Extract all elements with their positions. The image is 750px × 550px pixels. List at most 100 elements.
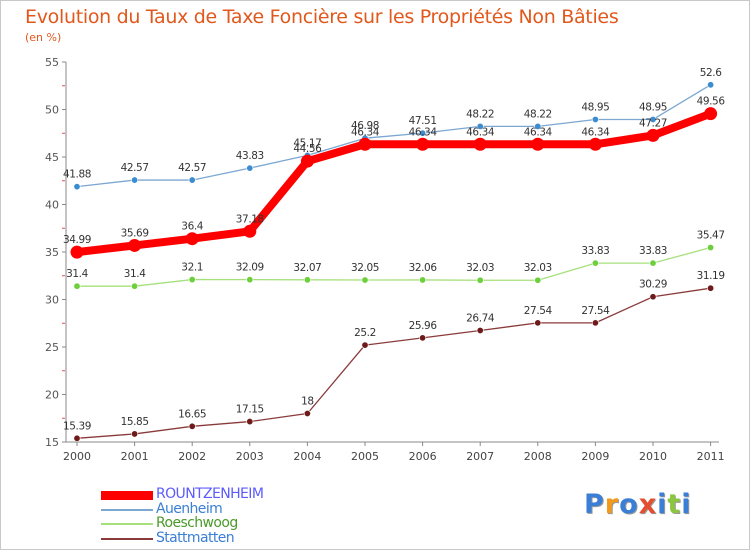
data-label-rountzenheim: 47.27 xyxy=(639,117,667,129)
data-label-stattmatten: 15.39 xyxy=(63,420,91,432)
data-point-rountzenheim xyxy=(358,137,372,151)
data-point-auenheim xyxy=(246,164,254,172)
data-label-auenheim: 41.88 xyxy=(63,169,91,181)
data-point-roeschwoog xyxy=(73,282,81,290)
y-axis-unit: (en %) xyxy=(25,31,62,44)
data-label-rountzenheim: 34.99 xyxy=(63,234,91,246)
series-line-roeschwoog xyxy=(76,246,712,287)
logo-letter: o xyxy=(619,489,639,520)
data-label-auenheim: 43.83 xyxy=(236,150,264,162)
x-tick-label: 2010 xyxy=(639,450,667,463)
data-point-stattmatten xyxy=(303,409,311,417)
data-label-stattmatten: 26.74 xyxy=(466,312,495,324)
data-label-roeschwoog: 33.83 xyxy=(639,245,667,257)
data-point-rountzenheim xyxy=(243,224,257,238)
data-point-auenheim xyxy=(649,115,657,123)
data-point-auenheim xyxy=(131,176,139,184)
data-label-auenheim: 45.17 xyxy=(293,137,321,149)
data-label-auenheim: 48.22 xyxy=(524,108,552,120)
data-label-auenheim: 46.98 xyxy=(351,120,379,132)
data-point-rountzenheim xyxy=(128,238,142,252)
data-point-roeschwoog xyxy=(131,282,139,290)
data-label-stattmatten: 16.65 xyxy=(178,408,206,420)
legend-label: Auenheim xyxy=(156,500,223,517)
data-point-stattmatten xyxy=(707,284,715,292)
data-point-roeschwoog xyxy=(591,259,599,267)
data-point-stattmatten xyxy=(73,434,81,442)
legend-label: ROUNTZENHEIM xyxy=(156,486,264,502)
data-label-rountzenheim: 49.56 xyxy=(697,96,726,108)
y-tick-label: 55 xyxy=(45,56,59,69)
data-point-rountzenheim xyxy=(473,137,487,151)
data-point-auenheim xyxy=(73,183,81,191)
data-point-roeschwoog xyxy=(476,276,484,284)
logo-letter: i xyxy=(681,489,692,520)
series-line-auenheim xyxy=(76,84,712,188)
x-tick-label: 2007 xyxy=(466,450,494,463)
data-point-stattmatten xyxy=(188,422,196,430)
y-tick-label: 40 xyxy=(45,199,59,212)
data-label-roeschwoog: 32.09 xyxy=(236,262,264,274)
x-tick-label: 2004 xyxy=(293,450,321,463)
chart-title: Evolution du Taux de Taxe Foncière sur l… xyxy=(25,6,619,28)
data-label-rountzenheim: 46.34 xyxy=(581,126,610,138)
data-label-stattmatten: 27.54 xyxy=(581,305,610,317)
data-label-rountzenheim: 37.18 xyxy=(236,213,264,225)
data-label-roeschwoog: 31.4 xyxy=(66,268,88,280)
data-label-auenheim: 52.6 xyxy=(700,67,722,79)
data-point-rountzenheim xyxy=(704,107,718,121)
data-label-roeschwoog: 33.83 xyxy=(581,245,609,257)
data-point-rountzenheim xyxy=(588,137,602,151)
data-label-roeschwoog: 32.07 xyxy=(293,262,321,274)
logo-letter: t xyxy=(667,489,682,520)
data-label-auenheim: 42.57 xyxy=(121,162,149,174)
x-tick-label: 2005 xyxy=(351,450,379,463)
data-point-roeschwoog xyxy=(303,276,311,284)
data-label-stattmatten: 31.19 xyxy=(697,270,725,282)
data-label-rountzenheim: 46.34 xyxy=(524,126,553,138)
y-tick-label: 50 xyxy=(45,104,59,117)
y-tick-label: 35 xyxy=(45,246,59,259)
data-point-rountzenheim xyxy=(300,154,314,168)
data-label-rountzenheim: 46.34 xyxy=(351,126,380,138)
data-point-roeschwoog xyxy=(534,276,542,284)
data-label-auenheim: 42.57 xyxy=(178,162,206,174)
data-point-rountzenheim xyxy=(416,137,430,151)
legend-swatch xyxy=(101,523,153,526)
x-tick-label: 2008 xyxy=(524,450,552,463)
data-point-stattmatten xyxy=(131,430,139,438)
data-label-rountzenheim: 46.34 xyxy=(409,126,438,138)
data-label-stattmatten: 15.85 xyxy=(121,416,149,428)
data-label-roeschwoog: 32.06 xyxy=(409,262,438,274)
legend-swatch xyxy=(101,508,153,511)
data-label-auenheim: 48.22 xyxy=(466,108,494,120)
data-point-auenheim xyxy=(707,81,715,89)
data-label-roeschwoog: 32.03 xyxy=(466,262,494,274)
data-point-auenheim xyxy=(419,129,427,137)
data-label-auenheim: 47.51 xyxy=(409,115,437,127)
data-label-roeschwoog: 32.03 xyxy=(524,262,552,274)
data-point-roeschwoog xyxy=(419,276,427,284)
data-label-auenheim: 48.95 xyxy=(581,101,609,113)
logo-letter: x xyxy=(638,489,658,520)
data-label-roeschwoog: 32.1 xyxy=(181,262,203,274)
logo-letter: r xyxy=(604,489,620,520)
data-label-rountzenheim: 35.69 xyxy=(121,227,149,239)
data-point-roeschwoog xyxy=(361,276,369,284)
x-tick-label: 2001 xyxy=(121,450,149,463)
data-label-roeschwoog: 32.05 xyxy=(351,262,379,274)
y-tick-label: 45 xyxy=(45,151,59,164)
x-tick-label: 2003 xyxy=(236,450,264,463)
data-point-roeschwoog xyxy=(707,244,715,252)
data-label-stattmatten: 27.54 xyxy=(524,305,553,317)
logo-letter: P xyxy=(584,489,605,520)
x-tick-label: 2000 xyxy=(63,450,91,463)
data-label-stattmatten: 18 xyxy=(301,396,314,408)
data-point-roeschwoog xyxy=(246,276,254,284)
legend-label: Stattmatten xyxy=(156,529,235,546)
data-label-stattmatten: 25.2 xyxy=(354,327,376,339)
data-point-stattmatten xyxy=(361,341,369,349)
data-point-auenheim xyxy=(188,176,196,184)
data-label-rountzenheim: 44.56 xyxy=(293,143,322,155)
